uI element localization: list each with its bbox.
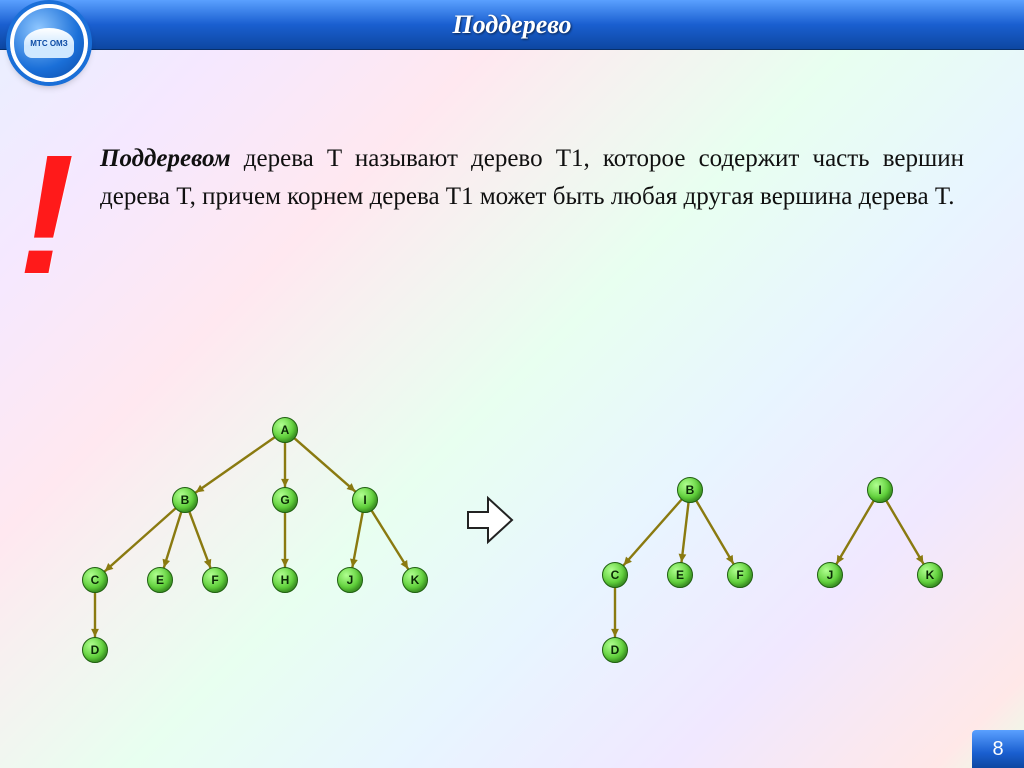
tree-node: K — [917, 562, 943, 588]
tree-node: B — [677, 477, 703, 503]
logo-text: МТС ОМЗ — [24, 28, 74, 58]
tree-node: D — [82, 637, 108, 663]
tree-node: C — [602, 562, 628, 588]
transform-arrow-icon — [466, 494, 514, 546]
page-number: 8 — [972, 730, 1024, 768]
tree-node: I — [352, 487, 378, 513]
tree-nodes-layer: A B G I C E F H J K D B C E F D I J K — [0, 0, 1024, 768]
tree-node: E — [667, 562, 693, 588]
tree-node: A — [272, 417, 298, 443]
tree-node: H — [272, 567, 298, 593]
tree-node: B — [172, 487, 198, 513]
tree-edges — [0, 0, 1024, 768]
tree-node: I — [867, 477, 893, 503]
logo: МТС ОМЗ — [10, 4, 88, 82]
page-title: Поддерево — [452, 10, 571, 40]
tree-node: G — [272, 487, 298, 513]
tree-node: D — [602, 637, 628, 663]
tree-node: C — [82, 567, 108, 593]
tree-node: F — [202, 567, 228, 593]
tree-node: J — [817, 562, 843, 588]
tree-node: J — [337, 567, 363, 593]
page-number-value: 8 — [992, 738, 1003, 761]
emphasis-exclamation: ! — [18, 130, 75, 300]
tree-node: F — [727, 562, 753, 588]
definition-term: Поддеревом — [100, 145, 231, 172]
title-bar: Поддерево — [0, 0, 1024, 50]
definition-text: Поддеревом дерева T называют дерево T1, … — [100, 140, 964, 215]
tree-node: E — [147, 567, 173, 593]
tree-node: K — [402, 567, 428, 593]
